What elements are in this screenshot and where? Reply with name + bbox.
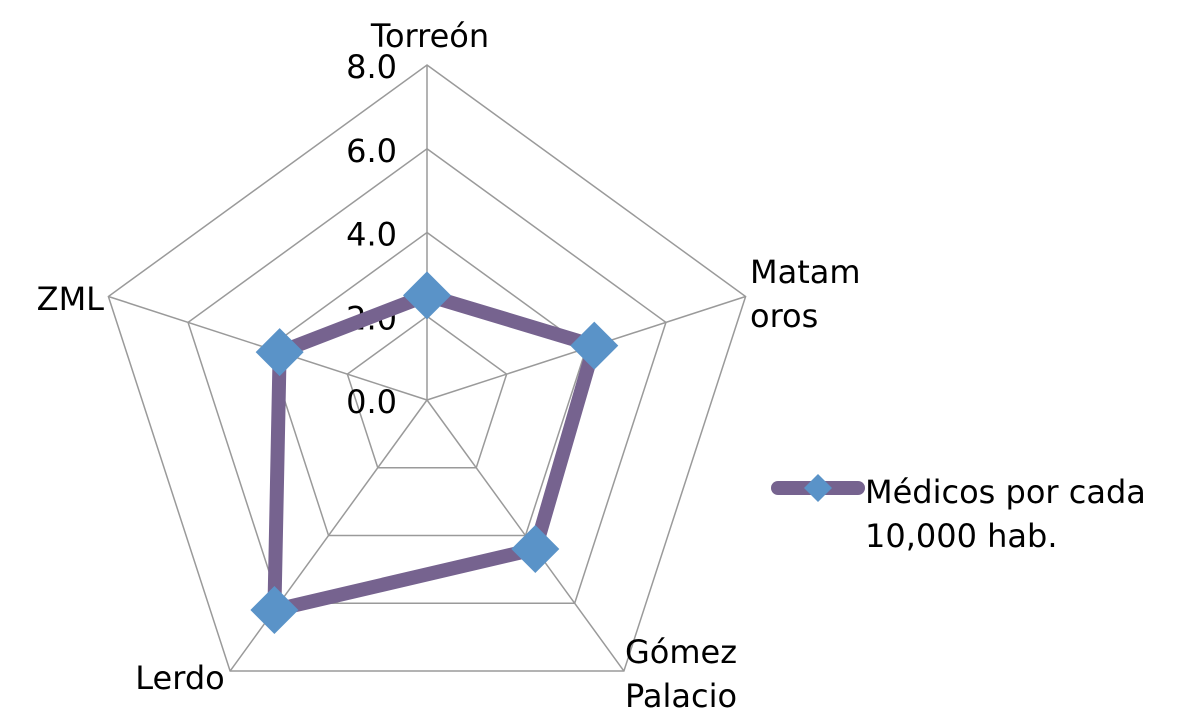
grid-ring	[107, 64, 747, 672]
marker	[570, 321, 619, 370]
marker	[250, 586, 299, 635]
marker	[255, 328, 304, 377]
category-label: Torreón	[370, 17, 490, 55]
legend-label: Médicos por cada 10,000 hab.	[865, 473, 1146, 555]
grid-ring	[346, 315, 508, 469]
grid-ring	[187, 147, 667, 605]
spoke	[229, 399, 428, 672]
marker	[511, 525, 560, 574]
category-label: Matamoros	[750, 253, 861, 335]
tick-label: 4.0	[346, 216, 397, 254]
legend-marker	[804, 474, 832, 502]
tick-label: 0.0	[346, 383, 397, 421]
series-line	[267, 288, 602, 618]
tick-label: 6.0	[346, 132, 397, 170]
category-label: Gómez Palacio	[625, 633, 738, 715]
tick-label: 8.0	[346, 48, 397, 86]
marker	[403, 271, 451, 320]
category-label: ZML	[36, 280, 104, 318]
category-label: Lerdo	[135, 659, 225, 697]
